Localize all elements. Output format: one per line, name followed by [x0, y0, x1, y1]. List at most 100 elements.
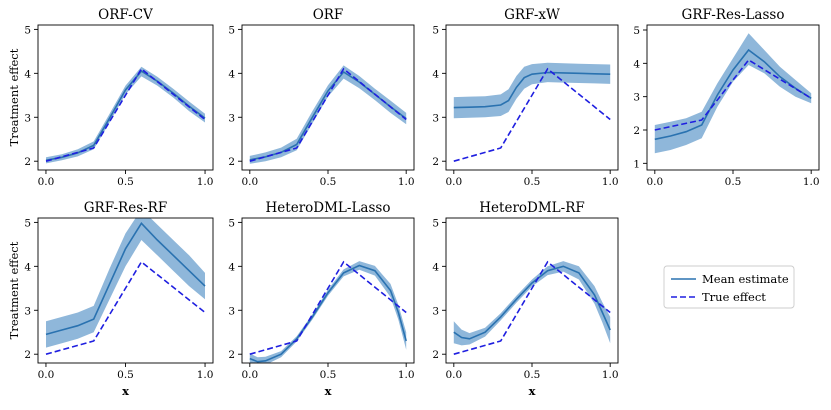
x-tick-label: 1.0	[398, 369, 415, 381]
true-effect-line	[45, 67, 206, 162]
panel-frame	[37, 24, 214, 171]
y-tick-label: 4	[24, 261, 31, 273]
plot-area	[453, 62, 611, 162]
panel-1: 0.0 0.5 1.0 2 3 4 5 ORF	[228, 7, 414, 188]
mean-estimate-line	[249, 70, 407, 161]
plot-area	[45, 66, 206, 164]
confidence-band	[453, 62, 611, 119]
mean-estimate-line	[453, 265, 611, 340]
y-tick-label: 1	[633, 158, 640, 170]
panel-title: ORF-CV	[98, 7, 153, 23]
plot-area	[654, 33, 812, 154]
x-axis-label: x	[529, 384, 536, 398]
y-tick-label: 2	[432, 349, 439, 361]
x-tick-label: 0.5	[320, 369, 337, 381]
confidence-band	[249, 261, 407, 363]
y-tick-label: 4	[24, 68, 31, 80]
x-tick-label: 0.0	[38, 176, 55, 188]
panel-title: GRF-Res-RF	[84, 200, 167, 216]
y-tick-label: 2	[633, 125, 640, 137]
confidence-band	[46, 218, 205, 348]
x-tick-label: 1.0	[197, 176, 214, 188]
y-tick-label: 4	[228, 68, 235, 80]
y-tick-label: 5	[24, 24, 31, 36]
true-effect-line	[453, 260, 611, 355]
x-tick-label: 0.0	[445, 369, 462, 381]
panel-2: 0.0 0.5 1.0 2 3 4 5 GRF-xW	[432, 7, 618, 188]
mean-estimate-line	[45, 222, 206, 336]
true-effect-line	[249, 260, 407, 355]
x-tick-label: 0.5	[725, 176, 742, 188]
panel-title: ORF	[313, 7, 344, 23]
plot-area	[249, 65, 407, 164]
panel-3: 0.0 0.5 1.0 1 2 3 4 5 GRF-Res-Lasso	[633, 7, 819, 188]
x-tick-label: 0.0	[38, 369, 55, 381]
true-effect-line	[654, 58, 812, 131]
mean-estimate-line	[453, 71, 611, 109]
confidence-band	[46, 66, 205, 164]
y-tick-label: 4	[432, 68, 439, 80]
x-tick-label: 0.0	[241, 176, 258, 188]
y-tick-label: 3	[633, 92, 640, 104]
x-tick-label: 1.0	[803, 176, 820, 188]
y-tick-label: 5	[228, 24, 235, 36]
x-tick-label: 0.5	[117, 369, 134, 381]
mean-estimate-line	[249, 264, 407, 363]
mean-estimate-line	[654, 48, 812, 141]
x-tick-label: 0.5	[524, 176, 541, 188]
y-tick-label: 2	[432, 156, 439, 168]
y-tick-label: 3	[432, 305, 439, 317]
y-tick-label: 2	[24, 349, 31, 361]
y-tick-label: 3	[432, 112, 439, 124]
confidence-band	[249, 65, 407, 164]
x-axis-label: x	[122, 384, 129, 398]
true-effect-line	[249, 67, 407, 162]
panel-frame	[241, 24, 415, 171]
y-tick-label: 5	[24, 217, 31, 229]
legend-mean-estimate-label: Mean estimate	[702, 272, 789, 286]
confidence-band	[654, 33, 812, 154]
legend-true-effect-label: True effect	[702, 290, 766, 304]
x-tick-label: 1.0	[602, 369, 619, 381]
y-tick-label: 3	[24, 112, 31, 124]
y-tick-label: 5	[432, 217, 439, 229]
y-axis-label: Treatment effect	[7, 48, 21, 146]
x-tick-label: 1.0	[398, 176, 415, 188]
y-tick-label: 2	[228, 349, 235, 361]
y-tick-label: 5	[228, 217, 235, 229]
y-tick-label: 5	[432, 24, 439, 36]
x-tick-label: 0.5	[320, 176, 337, 188]
panel-title: HeteroDML-Lasso	[266, 200, 391, 216]
confidence-band	[453, 261, 611, 346]
panel-title: GRF-xW	[504, 7, 560, 23]
mean-estimate-line	[45, 70, 206, 162]
legend-box	[663, 265, 795, 309]
panel-title: HeteroDML-RF	[479, 200, 584, 216]
panel-6: 0.0 0.5 1.0 2 3 4 5 HeteroDML-RF x	[432, 200, 618, 398]
x-tick-label: 0.0	[241, 369, 258, 381]
legend: Mean estimate True effect	[663, 265, 795, 309]
y-tick-label: 3	[228, 112, 235, 124]
true-effect-line	[453, 67, 611, 162]
y-tick-label: 4	[633, 58, 640, 70]
x-tick-label: 1.0	[197, 369, 214, 381]
plot-area	[45, 218, 206, 355]
x-tick-label: 1.0	[602, 176, 619, 188]
panel-title: GRF-Res-Lasso	[682, 7, 785, 23]
y-tick-label: 3	[228, 305, 235, 317]
panel-4: 0.0 0.5 1.0 2 3 4 5 GRF-Res-RF Treatment effect x	[7, 200, 214, 398]
panel-5: 0.0 0.5 1.0 2 3 4 5 HeteroDML-Lasso x	[228, 200, 414, 398]
plot-area	[249, 260, 407, 363]
y-tick-label: 3	[24, 305, 31, 317]
y-tick-label: 4	[432, 261, 439, 273]
x-tick-label: 0.5	[524, 369, 541, 381]
y-tick-label: 2	[228, 156, 235, 168]
panel-0: 0.0 0.5 1.0 2 3 4 5 ORF-CV Treatment effect	[7, 7, 214, 188]
true-effect-line	[45, 260, 206, 355]
plot-area	[453, 260, 611, 355]
x-tick-label: 0.0	[445, 176, 462, 188]
y-tick-label: 2	[24, 156, 31, 168]
x-tick-label: 0.5	[117, 176, 134, 188]
x-axis-label: x	[325, 384, 332, 398]
